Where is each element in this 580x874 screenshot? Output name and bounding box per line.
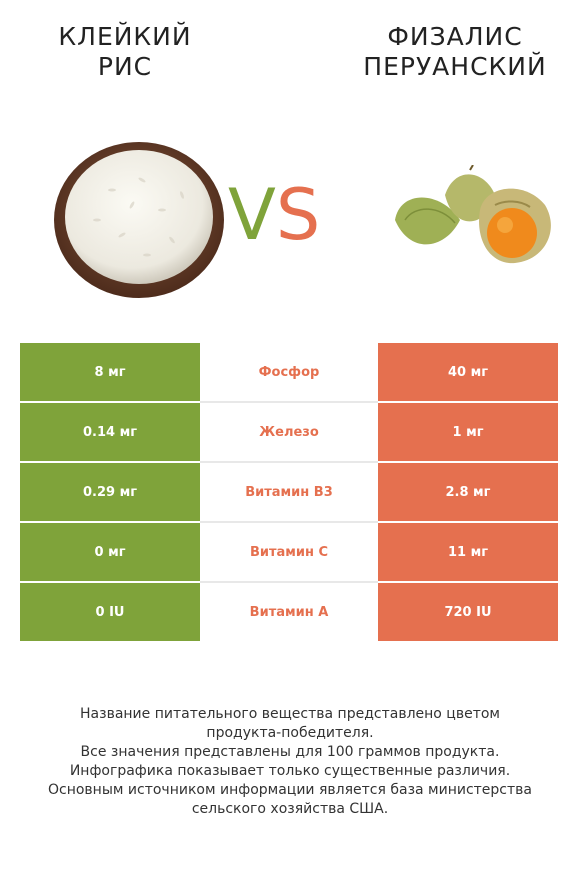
vs-v: V [228,174,276,256]
nutrient-name: Витамин C [200,521,378,582]
left-value: 0.14 мг [20,401,200,462]
sticky-rice-bowl-image [54,142,224,298]
left-value: 8 мг [20,343,200,402]
right-product-title-line1: ФИЗАЛИС [387,22,523,51]
footnote-line: Инфографика показывает только существенн… [69,763,511,779]
table-row: 0 IU Витамин A 720 IU [20,581,558,641]
table-row: 0.14 мг Железо 1 мг [20,401,558,462]
nutrient-name: Витамин A [200,581,378,641]
left-product-title-line2: РИС [97,52,153,81]
footnote-line: Основным источником информации является … [48,782,532,798]
right-value: 1 мг [378,401,558,462]
right-value: 11 мг [378,521,558,582]
footnote-line: сельского хозяйства США. [191,801,389,817]
right-product-title: ФИЗАЛИС ПЕРУАНСКИЙ [330,22,580,82]
left-value: 0 IU [20,581,200,641]
nutrient-name: Витамин B3 [200,461,378,522]
footnote-line: Все значения представлены для 100 граммо… [80,744,500,760]
footnote-line: Название питательного вещества представл… [80,706,500,722]
left-product-title-line1: КЛЕЙКИЙ [58,22,192,51]
footnote: Название питательного вещества представл… [20,705,560,819]
vs-label: VS [228,165,320,265]
nutrient-name: Фосфор [200,343,378,402]
right-value: 40 мг [378,343,558,402]
table-row: 0.29 мг Витамин B3 2.8 мг [20,461,558,522]
right-value: 2.8 мг [378,461,558,522]
table-row: 8 мг Фосфор 40 мг [20,343,558,402]
footnote-line: продукта-победителя. [206,725,374,741]
right-product-title-line2: ПЕРУАНСКИЙ [363,52,547,81]
left-product-title: КЛЕЙКИЙ РИС [0,22,250,82]
table-row: 0 мг Витамин C 11 мг [20,521,558,582]
physalis-image [395,165,551,264]
nutrient-name: Железо [200,401,378,462]
right-value: 720 IU [378,581,558,641]
vs-s: S [275,174,321,256]
comparison-table: 8 мг Фосфор 40 мг 0.14 мг Железо 1 мг 0.… [20,343,558,641]
left-value: 0.29 мг [20,461,200,522]
left-value: 0 мг [20,521,200,582]
